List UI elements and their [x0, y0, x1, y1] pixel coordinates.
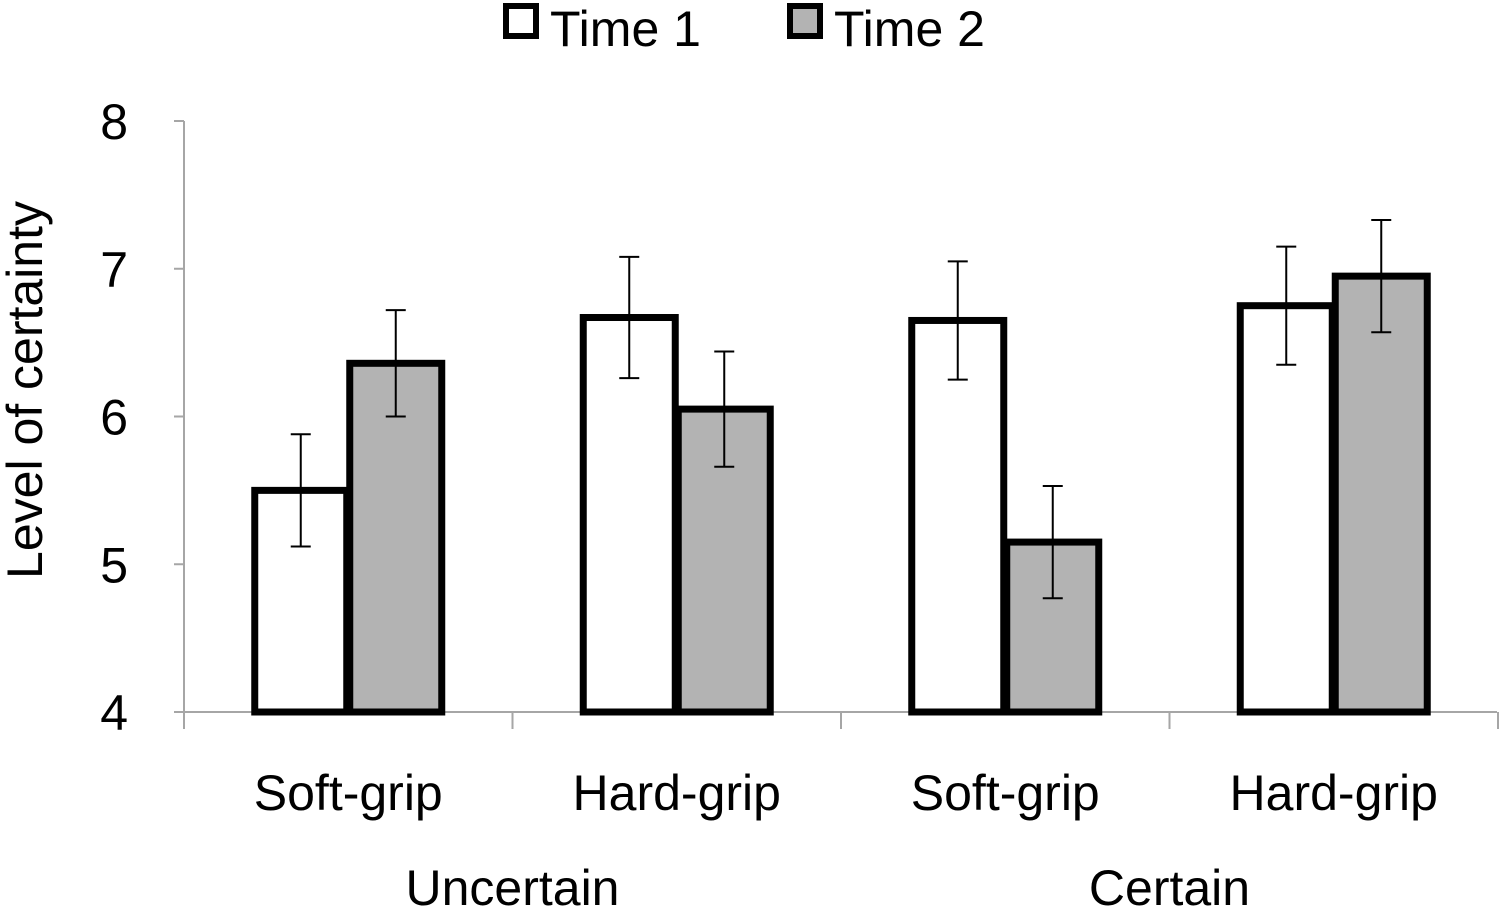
legend-label: Time 2: [834, 1, 985, 57]
y-tick-label: 5: [100, 537, 128, 593]
group-label: Uncertain: [406, 860, 620, 911]
x-tick-label: Hard-grip: [573, 765, 781, 821]
error-bars: [290, 218, 1392, 600]
x-tick-labels: Soft-grip Hard-grip Soft-grip Hard-grip Unce…: [254, 765, 1438, 911]
bar-time-2: [346, 359, 446, 716]
y-tick-label: 7: [100, 242, 128, 298]
y-tick-label: 4: [100, 685, 128, 741]
legend-swatch: [787, 3, 823, 39]
y-tick-label: 8: [100, 94, 128, 150]
bar-time-2: [1331, 272, 1431, 716]
legend: Time 1 Time 2: [503, 1, 985, 57]
y-tick-label: 6: [100, 390, 128, 446]
bar-time-1: [1236, 302, 1336, 716]
legend-swatch: [503, 3, 539, 39]
bar-time-1: [579, 314, 679, 716]
bar-time-1: [908, 316, 1008, 716]
bars: [251, 272, 1431, 716]
x-tick-label: Soft-grip: [911, 765, 1100, 821]
y-axis-label: Level of certainty: [0, 201, 53, 579]
group-label: Certain: [1089, 860, 1250, 911]
x-tick-label: Hard-grip: [1230, 765, 1438, 821]
x-tick-label: Soft-grip: [254, 765, 443, 821]
legend-label: Time 1: [550, 1, 701, 57]
